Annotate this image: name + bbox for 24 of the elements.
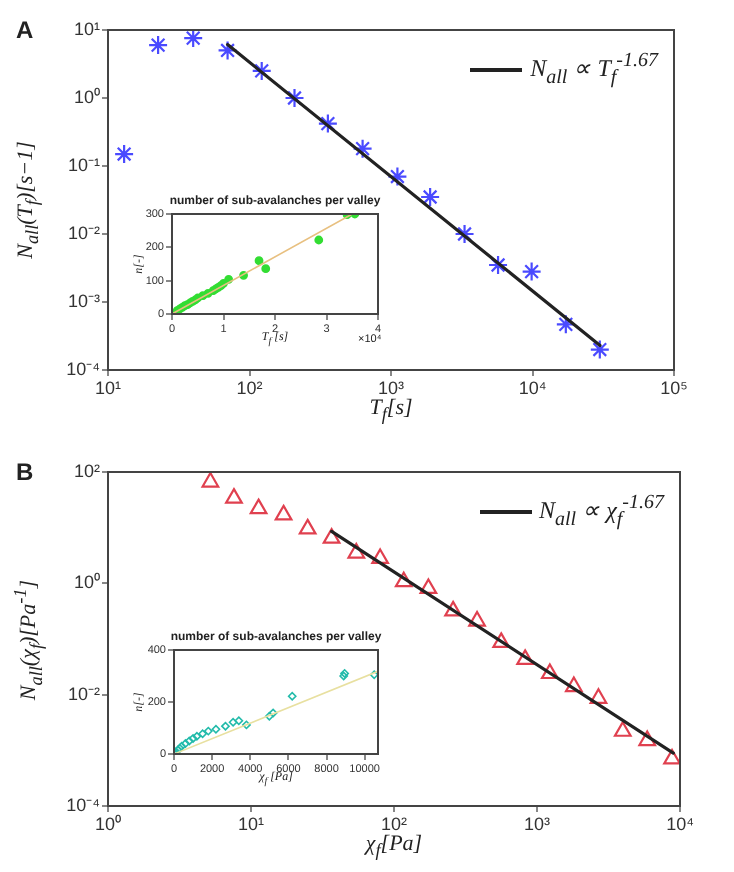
x-axis-title: T$_{f}$[s] [369,396,413,425]
x-tick-label: 10¹ [237,813,265,834]
x-tick-label: 10² [236,377,263,398]
y-tick-label: 10⁻⁴ [66,358,101,379]
x-tick-label: 10¹ [94,377,122,398]
x-tick-label: 10³ [523,813,551,834]
y-tick-label: 10¹ [73,18,100,39]
y-tick-label: 10⁰ [73,572,100,593]
x-tick-label: 10² [380,813,408,834]
x-tick-label: 10⁰ [94,813,122,834]
chart-title: A [16,16,34,44]
y-tick-label: 10⁻³ [67,290,100,311]
y-tick-label: 10⁰ [73,86,100,107]
x-tick-label: 10⁴ [518,377,547,398]
y-tick-label: 10⁻² [67,683,100,704]
x-axis-title: χ$_{f}$[Pa] [365,832,423,861]
y-tick-label: 10⁻⁴ [66,794,101,815]
y-tick-label: 10² [73,460,100,481]
x-tick-label: 10³ [377,377,405,398]
x-tick-label: 10⁵ [660,377,689,398]
x-tick-label: 10⁴ [666,813,695,834]
y-tick-label: 10⁻¹ [67,154,100,175]
y-tick-label: 10⁻² [67,222,100,243]
chart-title: B [16,458,34,486]
